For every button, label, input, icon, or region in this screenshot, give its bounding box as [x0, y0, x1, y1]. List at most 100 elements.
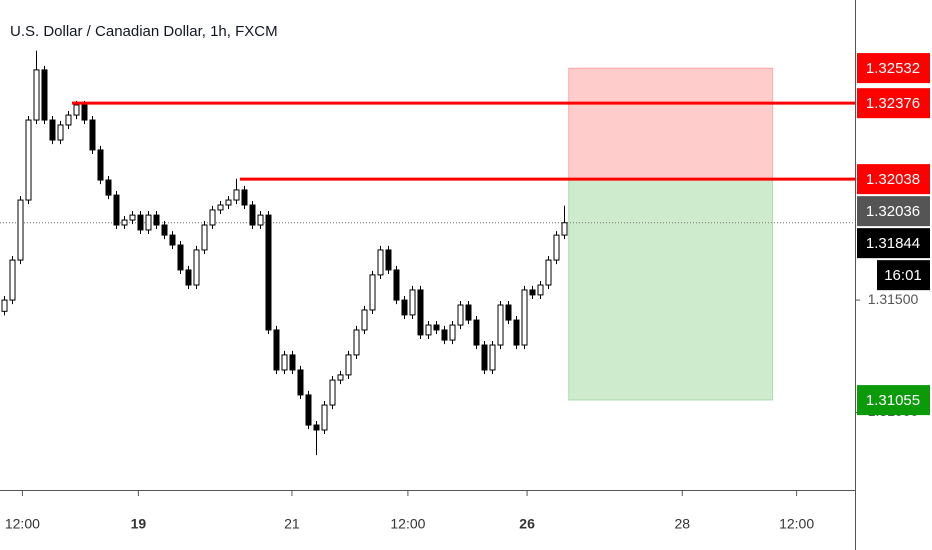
stop-zone — [568, 67, 774, 180]
candle-body — [433, 324, 440, 331]
candle-body — [209, 209, 216, 226]
candle-body — [121, 219, 128, 226]
price-tag-label: 1.32376 — [866, 95, 920, 112]
price-tag — [857, 385, 930, 416]
candle-body — [233, 189, 240, 201]
candle-body — [241, 189, 248, 206]
candle-body — [457, 304, 464, 326]
candle-body — [153, 214, 160, 226]
candle-body — [497, 304, 504, 346]
countdown-label: 16:01 — [884, 267, 922, 284]
candle-body — [257, 214, 264, 226]
candle-body — [33, 69, 40, 121]
price-tag-label: 1.32036 — [866, 203, 920, 220]
price-tag — [857, 164, 930, 195]
candle-body — [441, 329, 448, 341]
candle-body — [273, 329, 280, 371]
candle-body — [297, 369, 304, 396]
axes: 1.315001.3100012:00192112:00262812:001.3… — [5, 53, 930, 532]
candle-body — [97, 149, 104, 181]
candle-body — [281, 354, 288, 371]
candle-body — [553, 234, 560, 261]
candle-body — [201, 224, 208, 251]
candle-body — [9, 259, 16, 301]
candle-body — [409, 289, 416, 316]
candle-body — [521, 289, 528, 346]
x-tick-label: 21 — [284, 516, 300, 532]
candle-body — [489, 344, 496, 371]
candle-body — [129, 214, 136, 221]
candle-body — [249, 204, 256, 226]
candle-body — [529, 289, 536, 296]
candle-body — [73, 104, 80, 116]
candle-body — [321, 404, 328, 431]
price-tag-label: 1.31055 — [866, 392, 920, 409]
candle-body — [473, 319, 480, 346]
x-tick-label: 19 — [131, 516, 147, 532]
candle-body — [113, 194, 120, 226]
x-tick-label: 12:00 — [5, 516, 40, 532]
candle-body — [537, 284, 544, 296]
candle-body — [65, 114, 72, 126]
price-tag — [857, 53, 930, 84]
candle-body — [305, 394, 312, 426]
candle-body — [217, 204, 224, 211]
candle-body — [169, 234, 176, 246]
candle-body — [145, 214, 152, 231]
price-tag-label: 1.32532 — [866, 60, 920, 77]
x-tick-label: 26 — [519, 516, 535, 532]
candle-body — [505, 304, 512, 321]
price-tag-label: 1.31844 — [866, 235, 920, 252]
candle-body — [161, 224, 168, 236]
candle-body — [289, 354, 296, 371]
candle-body — [345, 354, 352, 376]
price-tag — [857, 88, 930, 119]
candle-body — [49, 119, 56, 141]
x-tick-label: 28 — [674, 516, 690, 532]
candle-body — [185, 269, 192, 286]
candle-body — [41, 69, 48, 121]
candle-body — [353, 329, 360, 356]
candle-body — [361, 309, 368, 331]
candle-body — [177, 244, 184, 271]
candle-body — [329, 379, 336, 406]
x-tick-label: 12:00 — [390, 516, 425, 532]
candle-body — [481, 344, 488, 371]
candle-body — [377, 249, 384, 276]
candle-body — [393, 269, 400, 301]
countdown-tag — [877, 260, 930, 291]
candle-body — [513, 319, 520, 346]
chart-title: U.S. Dollar / Canadian Dollar, 1h, FXCM — [10, 23, 278, 40]
plot-area — [0, 50, 855, 456]
candle-body — [225, 199, 232, 206]
candle-body — [17, 199, 24, 261]
price-tag — [857, 196, 930, 227]
y-tick-label: 1.31500 — [868, 291, 919, 307]
candle-body — [561, 222, 568, 236]
candle-body — [57, 124, 64, 141]
candle-body — [89, 119, 96, 151]
candle-body — [369, 274, 376, 311]
candle-body — [401, 299, 408, 316]
candle-body — [417, 289, 424, 336]
candle-body — [25, 119, 32, 201]
candle-body — [425, 324, 432, 336]
candle-body — [81, 104, 88, 121]
candle-body — [465, 304, 472, 321]
candle-body — [105, 179, 112, 196]
candle-body — [137, 214, 144, 231]
candle-body — [265, 214, 272, 331]
candle-body — [313, 424, 320, 431]
target-zone — [568, 178, 774, 401]
x-tick-label: 12:00 — [779, 516, 814, 532]
price-tag-label: 1.32038 — [866, 171, 920, 188]
candle-body — [385, 249, 392, 271]
candle-body — [449, 324, 456, 341]
candle-body — [193, 249, 200, 286]
candle-body — [337, 374, 344, 381]
candle-body — [545, 259, 552, 286]
candle-body — [1, 299, 8, 312]
